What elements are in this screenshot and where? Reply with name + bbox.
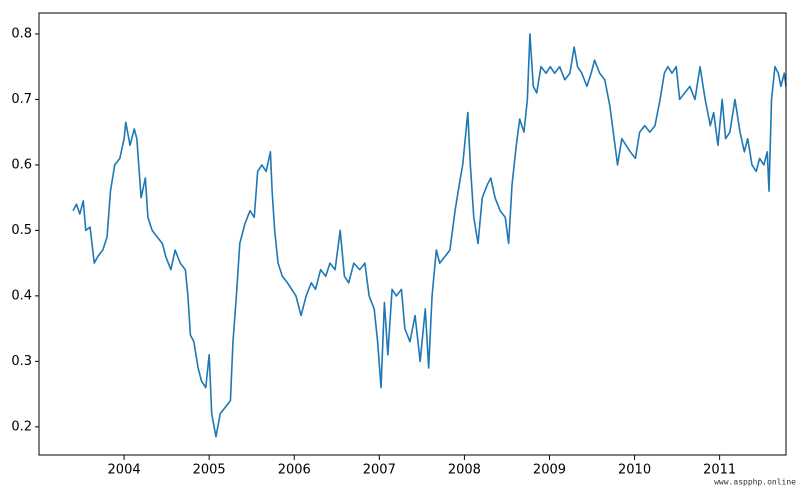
y-tick-label: 0.6 [11, 157, 32, 172]
x-tick-label: 2007 [363, 463, 396, 478]
y-tick-label: 0.5 [11, 223, 32, 238]
y-tick-label: 0.7 [11, 92, 32, 107]
x-tick-label: 2004 [108, 463, 141, 478]
data-line [72, 33, 787, 438]
watermark: www.aspphp.online [714, 478, 796, 487]
x-tick-label: 2009 [533, 463, 566, 478]
x-tick-label: 2005 [193, 463, 226, 478]
x-tick-label: 2010 [618, 463, 651, 478]
y-tick-label: 0.3 [11, 354, 32, 369]
x-tick-label: 2008 [448, 463, 481, 478]
y-tick-label: 0.8 [11, 26, 32, 41]
x-tick-label: 2011 [703, 463, 736, 478]
plot-frame [38, 12, 787, 456]
y-tick-label: 0.2 [11, 419, 32, 434]
x-tick-label: 2006 [278, 463, 311, 478]
y-tick-label: 0.4 [11, 288, 32, 303]
